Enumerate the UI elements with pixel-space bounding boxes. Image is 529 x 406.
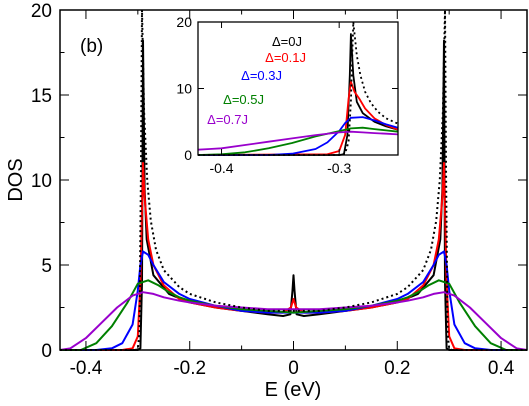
inset-y-tick-label: 20 [176, 14, 192, 30]
legend-item-label: Δ=0.7J [207, 112, 248, 127]
legend-item-label: Δ=0.1J [265, 50, 306, 65]
x-axis-label: E (eV) [265, 379, 322, 401]
main-y-tick-label: 20 [31, 1, 52, 22]
inset-x-tick-label: -0.3 [327, 160, 351, 176]
main-y-tick-label: 15 [31, 86, 52, 107]
panel-label: (b) [80, 36, 103, 57]
main-y-ticks: 0 5 10 15 20 [31, 1, 527, 362]
main-y-tick-label: 10 [31, 171, 52, 192]
main-plot-area: -0.4 -0.2 0 0.2 0.4 0 5 10 15 20 (b) [31, 1, 528, 379]
inset-x-ticks: -0.4 -0.3 [209, 22, 351, 176]
main-x-tick-label: 0.2 [384, 358, 410, 379]
main-series-group [59, 9, 528, 351]
inset-y-tick-label: 0 [184, 147, 192, 163]
main-series-0-line [60, 39, 527, 351]
inset-y-tick-label: 10 [176, 81, 192, 97]
main-x-tick-label: -0.4 [70, 358, 103, 379]
main-series-4-line [59, 291, 528, 351]
main-x-ticks: -0.4 -0.2 0 0.2 0.4 [70, 10, 515, 379]
inset-x-tick-label: -0.4 [209, 160, 233, 176]
main-x-tick-label: 0 [288, 358, 299, 379]
main-y-tick-label: 5 [41, 256, 52, 277]
inset-series-4-line [197, 130, 399, 151]
legend-item-label: Δ=0J [272, 34, 302, 49]
main-y-tick-label: 0 [41, 341, 52, 362]
main-x-tick-label: 0.4 [488, 358, 515, 379]
inset-series-2-line [198, 116, 399, 156]
main-x-tick-label: -0.2 [173, 358, 206, 379]
legend-item-label: Δ=0.3J [241, 68, 282, 83]
inset-series-1-line [197, 80, 399, 156]
y-axis-label: DOS [5, 158, 27, 201]
inset-legend: Δ=0JΔ=0.1J Δ=0.3J Δ=0.5J Δ=0.7J [207, 34, 306, 127]
legend-item-label: Δ=0.5J [223, 92, 264, 107]
main-series-1-line [60, 162, 527, 351]
main-reference-dotted-line [60, 9, 527, 351]
inset-y-ticks: 0 10 20 [176, 14, 398, 163]
main-series-3-line [60, 279, 527, 351]
